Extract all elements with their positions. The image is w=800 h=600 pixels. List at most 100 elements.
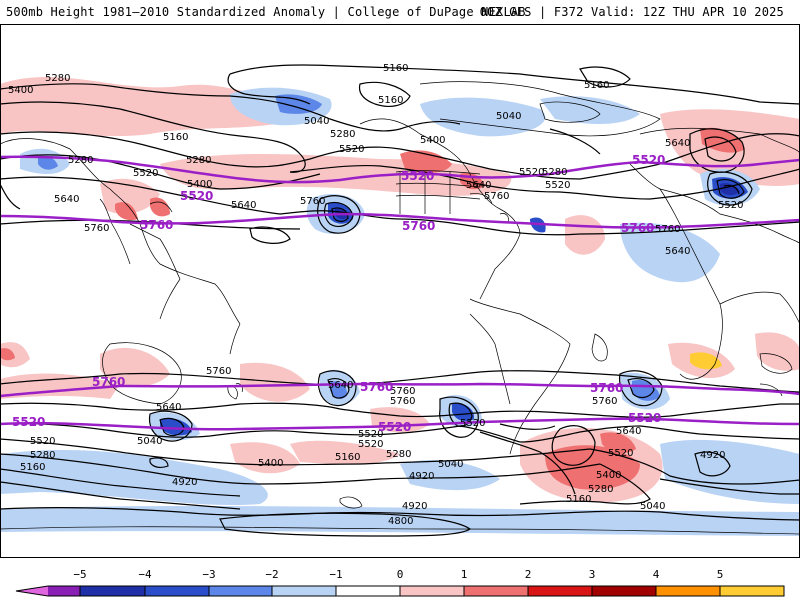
colorbar-ticks — [79, 586, 721, 596]
contour-label: 5520 — [718, 200, 743, 211]
highlight-contours — [0, 155, 800, 431]
colorbar: −5 −4 −3 −2 −1 0 1 2 3 4 5 — [0, 568, 800, 600]
colorbar-segment — [145, 586, 209, 596]
contour-label: 5520 — [519, 167, 544, 178]
contour-label: 5520 — [460, 418, 485, 429]
anomaly-map: 5160 5160 5160 5160 5040 5040 5280 5280 … — [0, 24, 800, 558]
contour-label: 5760 — [655, 224, 680, 235]
contour-label: 5280 — [330, 129, 355, 140]
contour-label: 4920 — [700, 450, 725, 461]
contour-label: 5520 — [545, 180, 570, 191]
contour-label: 5280 — [542, 167, 567, 178]
contour-labels: 5160 5160 5160 5160 5040 5040 5280 5280 … — [8, 63, 743, 527]
highlight-label: 5520 — [628, 411, 661, 425]
contour-label: 5640 — [328, 380, 353, 391]
highlight-label: 5760 — [402, 219, 435, 233]
contour-label: 5520 — [30, 436, 55, 447]
colorbar-tick-label: −1 — [329, 568, 343, 581]
contour-label: 5040 — [640, 501, 665, 512]
title-bar: 500mb Height 1981–2010 Standardized Anom… — [0, 0, 800, 22]
colorbar-segment — [592, 586, 656, 596]
colorbar-segment — [336, 586, 400, 596]
colorbar-segment — [528, 586, 592, 596]
contour-label: 5760 — [84, 223, 109, 234]
contour-label: 5760 — [390, 396, 415, 407]
model-run-info: 00Z GFS | F372 Valid: 12Z THU APR 10 202… — [479, 5, 784, 19]
contour-label: 5280 — [588, 484, 613, 495]
contour-label: 5760 — [300, 196, 325, 207]
contour-label: 5280 — [68, 155, 93, 166]
contour-label: 5280 — [386, 449, 411, 460]
highlight-label: 5760 — [140, 218, 173, 232]
colorbar-tick-label: −2 — [265, 568, 279, 581]
contour-label: 5520 — [358, 439, 383, 450]
contour-label: 5400 — [187, 179, 212, 190]
colorbar-segments — [16, 586, 784, 596]
highlight-label: 5760 — [92, 375, 125, 389]
contour-label: 5280 — [45, 73, 70, 84]
highlight-label: 5520 — [180, 189, 213, 203]
contour-label: 5040 — [496, 111, 521, 122]
map-svg: 5160 5160 5160 5160 5040 5040 5280 5280 … — [0, 24, 800, 558]
contour-label: 5640 — [665, 138, 690, 149]
highlight-labels: 5520 5760 5520 5760 5520 5760 5520 5760 … — [12, 153, 665, 434]
colorbar-tick-label: −5 — [73, 568, 87, 581]
contour-label: 5280 — [186, 155, 211, 166]
contour-label: 5760 — [592, 396, 617, 407]
colorbar-segment — [272, 586, 336, 596]
colorbar-tick-label: −4 — [138, 568, 152, 581]
colorbar-tick-label: 2 — [524, 568, 532, 581]
contour-label: 5640 — [466, 180, 491, 191]
map-title: 500mb Height 1981–2010 Standardized Anom… — [6, 5, 526, 19]
contour-label: 5160 — [378, 95, 403, 106]
colorbar-tick-label: 4 — [652, 568, 660, 581]
highlight-label: 5520 — [12, 415, 45, 429]
contour-label: 5280 — [30, 450, 55, 461]
contour-label: 5640 — [231, 200, 256, 211]
contour-label: 5640 — [616, 426, 641, 437]
contour-label: 5400 — [596, 470, 621, 481]
contour-label: 4920 — [172, 477, 197, 488]
colorbar-segment — [720, 586, 784, 596]
contour-label: 5640 — [54, 194, 79, 205]
colorbar-tick-label: 3 — [588, 568, 596, 581]
colorbar-segment — [16, 586, 48, 596]
highlight-label: 5760 — [621, 221, 654, 235]
contour-label: 5160 — [335, 452, 360, 463]
contour-label: 5760 — [206, 366, 231, 377]
contour-label: 5400 — [8, 85, 33, 96]
contour-label: 5040 — [438, 459, 463, 470]
contour-label: 5160 — [383, 63, 408, 74]
highlight-label: 5520 — [632, 153, 665, 167]
contour-label: 5760 — [390, 386, 415, 397]
colorbar-tick-label: 5 — [716, 568, 724, 581]
highlight-label: 5760 — [360, 380, 393, 394]
highlight-label: 5520 — [401, 169, 434, 183]
colorbar-labels: −5 −4 −3 −2 −1 0 1 2 3 4 5 — [0, 568, 800, 582]
contour-label: 5400 — [420, 135, 445, 146]
contour-label: 4800 — [388, 516, 413, 527]
colorbar-outline — [15, 585, 785, 597]
colorbar-segment — [48, 586, 80, 596]
highlight-label: 5760 — [590, 381, 623, 395]
colorbar-segment — [464, 586, 528, 596]
colorbar-tick-label: 1 — [460, 568, 468, 581]
contour-label: 5040 — [304, 116, 329, 127]
colorbar-segment — [209, 586, 272, 596]
colorbar-tick-label: −3 — [202, 568, 216, 581]
contour-label: 5040 — [137, 436, 162, 447]
contour-label: 5640 — [665, 246, 690, 257]
contour-label: 5160 — [163, 132, 188, 143]
contour-label: 4920 — [402, 501, 427, 512]
contour-label: 5160 — [566, 494, 591, 505]
contour-label: 5160 — [584, 80, 609, 91]
contour-label: 5640 — [156, 402, 181, 413]
highlight-label: 5520 — [378, 420, 411, 434]
colorbar-strip — [15, 585, 785, 597]
contour-label: 5760 — [484, 191, 509, 202]
colorbar-segment — [400, 586, 464, 596]
contour-label: 5520 — [358, 429, 383, 440]
contour-label: 4920 — [409, 471, 434, 482]
contour-label: 5400 — [258, 458, 283, 469]
contour-label: 5520 — [608, 448, 633, 459]
